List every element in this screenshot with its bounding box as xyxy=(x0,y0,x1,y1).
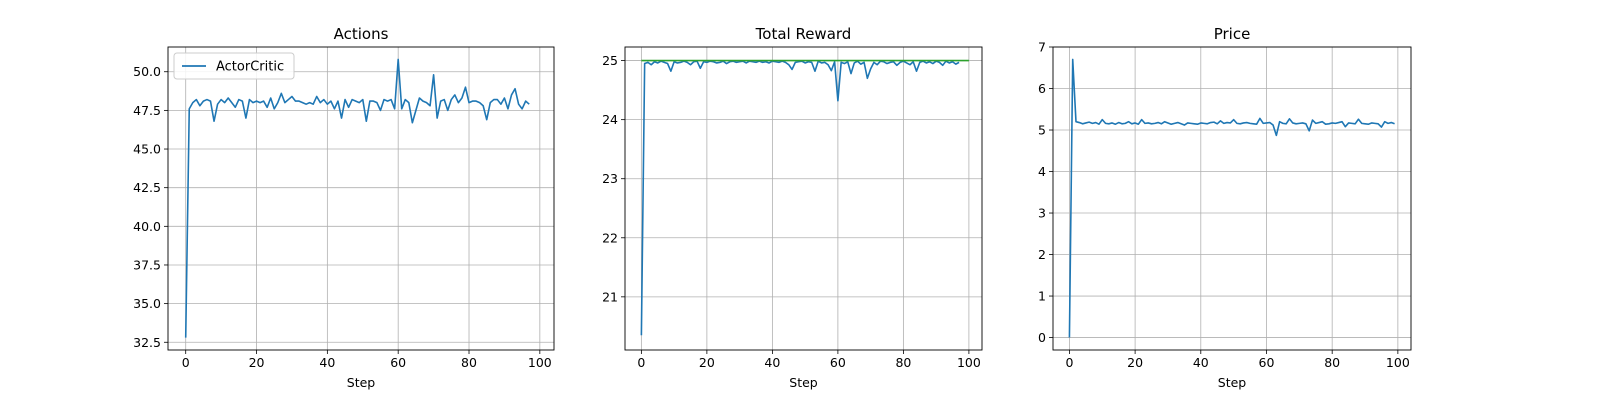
chart-title: Actions xyxy=(334,25,389,43)
chart-2: 0 20 40 60 80 100 0 1 2 3 4 5 6 7 Price Step xyxy=(1038,25,1412,390)
x-tick-label: 40 xyxy=(319,355,335,370)
y-tick-label: 25 xyxy=(602,53,618,68)
x-tick-label: 100 xyxy=(528,355,552,370)
y-tick-label: 7 xyxy=(1038,40,1046,55)
x-tick-label: 20 xyxy=(699,355,715,370)
chart-title: Total Reward xyxy=(755,25,852,43)
x-axis-label: Step xyxy=(347,375,376,390)
legend-box xyxy=(173,52,295,80)
x-tick-label: 0 xyxy=(182,355,190,370)
x-tick-label: 80 xyxy=(895,355,911,370)
y-tick-label: 23 xyxy=(602,171,618,186)
chart-title: Price xyxy=(1214,25,1251,43)
y-tick-label: 5 xyxy=(1038,123,1046,138)
chart-0: 0 20 40 60 80 100 32.5 35.0 37.5 40.0 42.5 45.0 47.5… xyxy=(133,25,555,390)
x-tick-label: 60 xyxy=(1259,355,1275,370)
y-tick-label: 45.0 xyxy=(133,142,161,157)
y-tick-label: 40.0 xyxy=(133,219,161,234)
y-tick-label: 32.5 xyxy=(133,335,161,350)
x-tick-label: 40 xyxy=(764,355,780,370)
axes-frame xyxy=(624,46,983,351)
series-line-0 xyxy=(184,58,530,338)
x-tick-label: 80 xyxy=(461,355,477,370)
legend-label: ActorCritic xyxy=(216,60,284,75)
y-tick-label: 24 xyxy=(602,112,618,127)
y-tick-label: 22 xyxy=(602,230,618,245)
x-tick-label: 0 xyxy=(1065,355,1073,370)
y-tick-label: 47.5 xyxy=(133,103,161,118)
y-tick-label: 37.5 xyxy=(133,257,161,272)
y-tick-label: 35.0 xyxy=(133,296,161,311)
x-axis-label: Step xyxy=(1218,375,1247,390)
x-tick-label: 100 xyxy=(957,355,981,370)
y-tick-label: 42.5 xyxy=(133,180,161,195)
y-tick-label: 3 xyxy=(1038,206,1046,221)
x-tick-label: 60 xyxy=(390,355,406,370)
axes-frame xyxy=(167,46,555,351)
y-tick-label: 50.0 xyxy=(133,64,161,79)
x-tick-label: 20 xyxy=(1127,355,1143,370)
x-tick-label: 20 xyxy=(249,355,265,370)
x-tick-label: 60 xyxy=(830,355,846,370)
legend: ActorCritic xyxy=(173,52,295,80)
axes-frame xyxy=(1052,46,1412,351)
y-tick-label: 1 xyxy=(1038,289,1046,304)
series-line-0 xyxy=(640,60,960,336)
y-tick-label: 2 xyxy=(1038,247,1046,262)
x-tick-label: 0 xyxy=(637,355,645,370)
chart-1: 0 20 40 60 80 100 21 22 23 24 25 Total Reward Step xyxy=(602,25,983,390)
series-line-0 xyxy=(1068,58,1395,338)
x-axis-label: Step xyxy=(789,375,818,390)
x-tick-label: 100 xyxy=(1386,355,1410,370)
y-tick-label: 4 xyxy=(1038,164,1046,179)
x-tick-label: 40 xyxy=(1193,355,1209,370)
y-tick-label: 21 xyxy=(602,289,618,304)
y-tick-label: 6 xyxy=(1038,81,1046,96)
y-tick-label: 0 xyxy=(1038,330,1046,345)
x-tick-label: 80 xyxy=(1324,355,1340,370)
